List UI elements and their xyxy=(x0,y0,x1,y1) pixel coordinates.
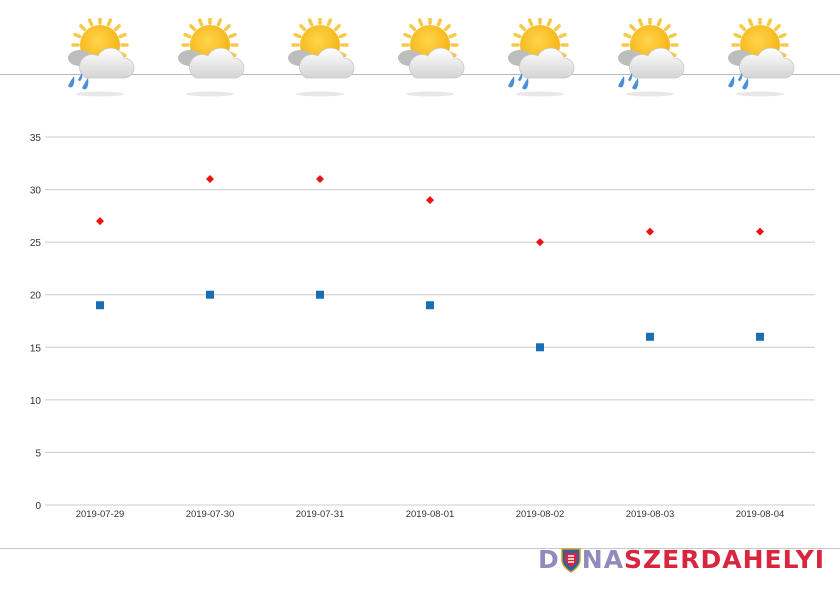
logo-text-part2: NA xyxy=(581,545,625,574)
x-tick-label: 2019-08-04 xyxy=(736,509,785,520)
y-tick-label: 0 xyxy=(35,501,41,512)
data-point-series1-2019-07-30 xyxy=(206,175,214,184)
logo-text-part3: SZERDAHELYI xyxy=(624,545,826,574)
y-tick-label: 5 xyxy=(35,448,41,459)
y-tick-label: 20 xyxy=(30,291,42,302)
y-tick-label: 15 xyxy=(30,343,42,354)
data-point-series1-2019-07-29 xyxy=(96,217,104,226)
data-point-series1-2019-07-31 xyxy=(316,175,324,184)
logo-text-part1: D xyxy=(538,545,560,574)
x-tick-label: 2019-07-31 xyxy=(296,509,345,520)
temperature-chart: 0 5 10 15 20 25 30 35 2019-07-29 2019-07-30 2019-0… xyxy=(30,133,815,520)
data-point-series1-2019-08-03 xyxy=(646,227,654,236)
sun-cloud-icon xyxy=(280,16,360,100)
x-tick-label: 2019-08-02 xyxy=(516,509,565,520)
footer-divider xyxy=(0,548,840,549)
data-point-series2-2019-08-02 xyxy=(536,343,544,352)
dunaszerdahelyi-logo[interactable]: D NA SZERDAHELYI xyxy=(538,543,825,577)
data-point-series1-2019-08-04 xyxy=(756,227,764,236)
y-tick-label: 25 xyxy=(30,238,42,249)
data-point-series1-2019-08-02 xyxy=(536,238,544,247)
weather-icons-row xyxy=(0,0,840,100)
sun-cloud-rain-icon xyxy=(500,16,580,100)
y-tick-label: 30 xyxy=(30,186,42,197)
sun-cloud-icon xyxy=(390,16,470,100)
data-point-series2-2019-08-04 xyxy=(756,332,764,341)
data-point-series1-2019-08-01 xyxy=(426,196,434,205)
x-tick-label: 2019-08-01 xyxy=(406,509,455,520)
sun-cloud-icon xyxy=(170,16,250,100)
data-point-series2-2019-07-29 xyxy=(96,301,104,310)
x-tick-label: 2019-07-29 xyxy=(76,509,125,520)
x-tick-label: 2019-07-30 xyxy=(186,509,235,520)
y-tick-label: 10 xyxy=(30,396,42,407)
data-point-series2-2019-07-31 xyxy=(316,290,324,299)
sun-cloud-rain-icon xyxy=(60,16,140,100)
data-point-series2-2019-07-30 xyxy=(206,290,214,299)
y-tick-label: 35 xyxy=(30,133,42,144)
sun-cloud-rain-icon xyxy=(610,16,690,100)
data-point-series2-2019-08-03 xyxy=(646,332,654,341)
x-tick-label: 2019-08-03 xyxy=(626,509,675,520)
coat-of-arms-icon xyxy=(561,548,581,573)
sun-cloud-rain-icon xyxy=(720,16,800,100)
data-point-series2-2019-08-01 xyxy=(426,301,434,310)
